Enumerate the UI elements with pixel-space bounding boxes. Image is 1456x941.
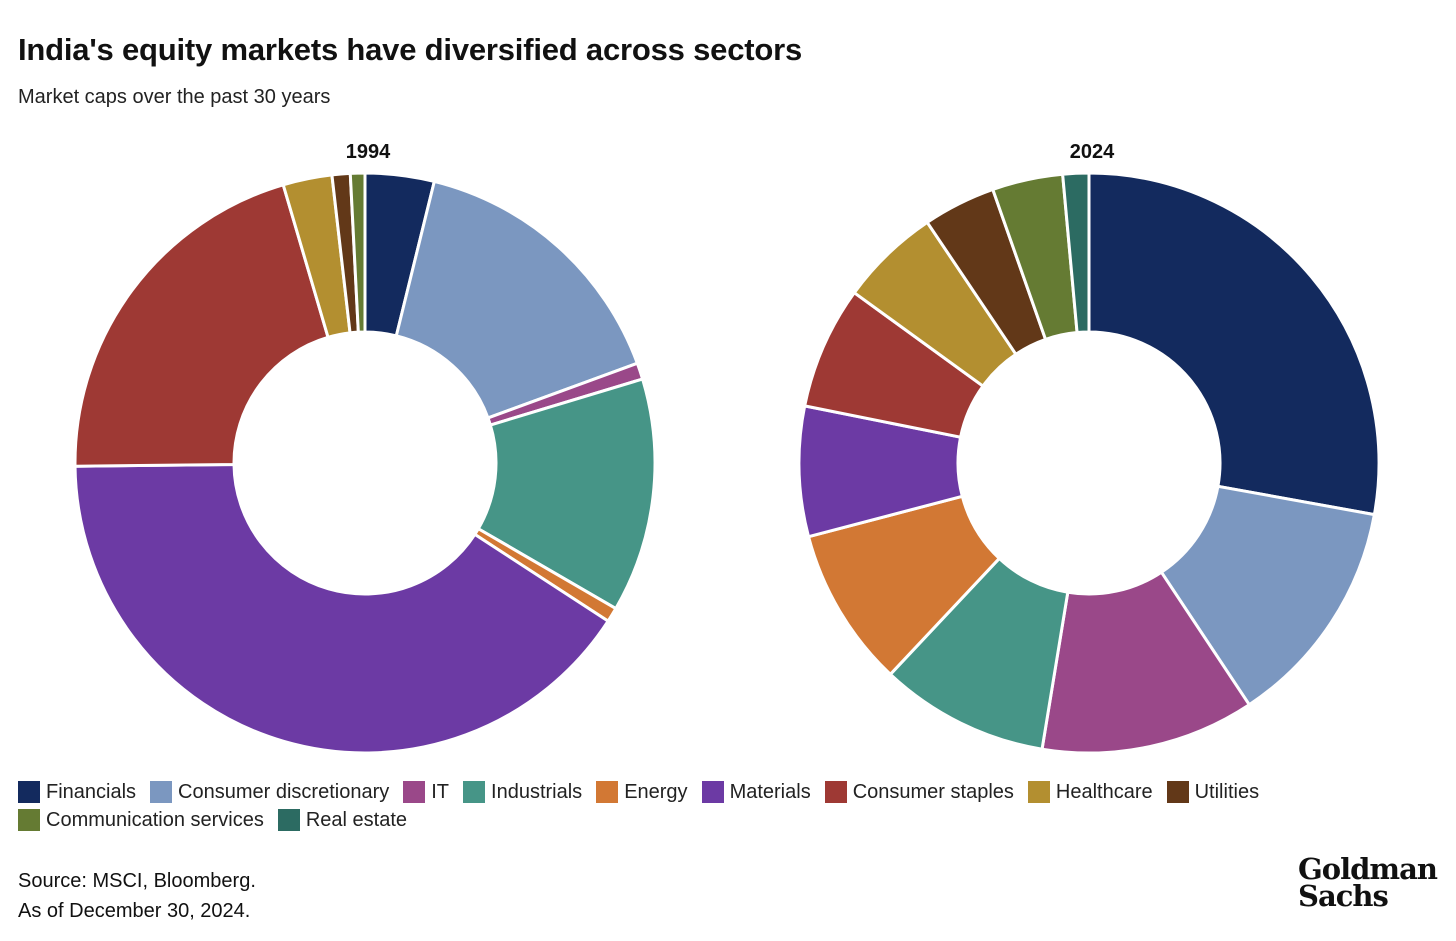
- legend-swatch: [18, 781, 40, 803]
- legend-item-utilities: Utilities: [1166, 780, 1260, 803]
- slice-1994-communication-services: [348, 171, 367, 334]
- goldman-sachs-logo: Goldman Sachs: [1298, 852, 1438, 913]
- legend-label: Industrials: [491, 780, 583, 803]
- legend-item-communication-services: Communication services: [18, 809, 264, 831]
- source-line: Source: MSCI, Bloomberg.: [18, 870, 256, 892]
- legend-item-materials: Materials: [701, 780, 811, 803]
- legend-swatch: [701, 781, 724, 803]
- legend-swatch: [1027, 781, 1050, 803]
- legend-label: Consumer staples: [852, 780, 1014, 803]
- slice-2024-financials: [1087, 171, 1381, 517]
- legend-label: Energy: [624, 780, 688, 803]
- chart-subtitle: Market caps over the past 30 years: [18, 86, 331, 108]
- legend-swatch: [403, 781, 426, 803]
- legend-label: Materials: [729, 780, 811, 803]
- legend-item-it: IT: [403, 781, 449, 803]
- logo-line-2: Sachs: [1298, 879, 1389, 913]
- slice-1994-industrials: [476, 377, 657, 611]
- legend-item-healthcare: Healthcare: [1027, 780, 1153, 803]
- legend-swatch: [463, 781, 486, 803]
- slice-1994-materials: [73, 462, 610, 755]
- source-note: Source: MSCI, Bloomberg. As of December …: [18, 866, 256, 926]
- chart-title: India's equity markets have diversified …: [18, 32, 802, 67]
- legend-swatch: [150, 781, 173, 803]
- legend-item-real-estate: Real estate: [277, 808, 408, 831]
- slice-1994-consumer-discretionary: [394, 179, 639, 420]
- legend-label: IT: [431, 780, 450, 803]
- legend-swatch: [824, 781, 847, 803]
- date-line: As of December 30, 2024.: [18, 900, 251, 922]
- donut-chart-2024: 2024: [797, 141, 1381, 755]
- legend-item-financials: Financials: [18, 781, 136, 803]
- legend-label: Real estate: [305, 808, 408, 831]
- charts-area: 1994 2024: [73, 141, 1381, 755]
- legend-item-consumer-staples: Consumer staples: [824, 780, 1014, 803]
- legend-item-energy: Energy: [596, 780, 688, 803]
- legend-swatch: [18, 809, 40, 831]
- legend-swatch: [596, 781, 619, 803]
- slice-2024-real-estate: [1061, 171, 1091, 335]
- legend-label: Healthcare: [1055, 780, 1153, 803]
- legend-label: Financials: [46, 780, 137, 803]
- slice-1994-consumer-staples: [73, 183, 330, 468]
- legend-label: Communication services: [46, 808, 264, 831]
- legend-item-consumer-discretionary: Consumer discretionary: [150, 781, 389, 803]
- legend: Financials Consumer discretionary IT Indust…: [18, 781, 1418, 831]
- pie-title-2024: 2024: [1070, 141, 1115, 163]
- pie-title-1994: 1994: [346, 141, 391, 163]
- legend-label: Utilities: [1194, 780, 1260, 803]
- legend-swatch: [1166, 781, 1189, 803]
- donut-chart-1994: 1994: [73, 141, 657, 755]
- legend-item-industrials: Industrials: [463, 781, 582, 803]
- legend-swatch: [277, 809, 300, 831]
- logo-line-1: Goldman: [1298, 852, 1438, 886]
- legend-label: Consumer discretionary: [178, 780, 390, 803]
- slice-2024-it: [1040, 570, 1251, 755]
